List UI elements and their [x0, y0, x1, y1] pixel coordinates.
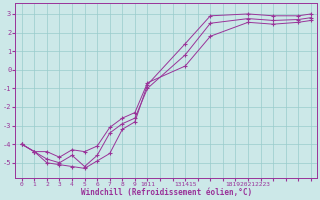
X-axis label: Windchill (Refroidissement éolien,°C): Windchill (Refroidissement éolien,°C)	[81, 188, 252, 197]
